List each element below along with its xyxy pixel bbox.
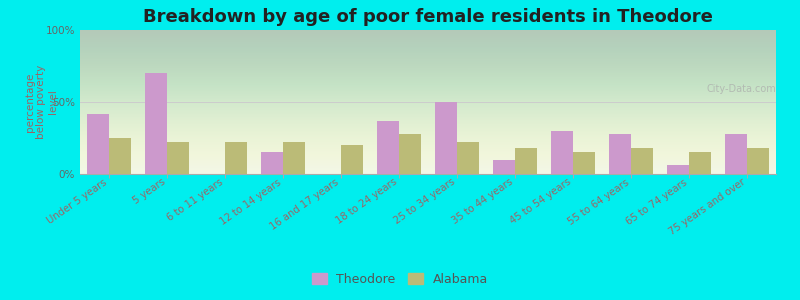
Bar: [457, 142, 479, 174]
Text: 65 to 74 years: 65 to 74 years: [624, 177, 689, 226]
Bar: [145, 73, 167, 174]
Legend: Theodore, Alabama: Theodore, Alabama: [306, 268, 494, 291]
Text: 18 to 24 years: 18 to 24 years: [334, 177, 399, 226]
Bar: [725, 134, 747, 174]
Y-axis label: percentage
below poverty
level: percentage below poverty level: [25, 65, 58, 139]
Text: 12 to 14 years: 12 to 14 years: [218, 177, 283, 226]
Bar: [747, 148, 769, 174]
Bar: [109, 138, 131, 174]
Bar: [341, 145, 363, 174]
Text: 55 to 64 years: 55 to 64 years: [566, 177, 631, 226]
Bar: [167, 142, 189, 174]
Bar: [631, 148, 653, 174]
Text: City-Data.com: City-Data.com: [706, 84, 776, 94]
Bar: [399, 134, 421, 174]
Title: Breakdown by age of poor female residents in Theodore: Breakdown by age of poor female resident…: [143, 8, 713, 26]
Text: 45 to 54 years: 45 to 54 years: [508, 177, 573, 226]
Bar: [225, 142, 247, 174]
Bar: [435, 102, 457, 174]
Bar: [493, 160, 515, 174]
Text: 25 to 34 years: 25 to 34 years: [392, 177, 457, 226]
Bar: [551, 131, 573, 174]
Bar: [283, 142, 305, 174]
Bar: [667, 165, 689, 174]
Text: 5 years: 5 years: [131, 177, 167, 206]
Bar: [515, 148, 537, 174]
Text: 75 years and over: 75 years and over: [667, 177, 747, 237]
Bar: [689, 152, 711, 174]
Bar: [87, 113, 109, 174]
Bar: [609, 134, 631, 174]
Text: Under 5 years: Under 5 years: [46, 177, 109, 226]
Bar: [377, 121, 399, 174]
Text: 16 and 17 years: 16 and 17 years: [269, 177, 341, 232]
Text: 6 to 11 years: 6 to 11 years: [166, 177, 225, 223]
Bar: [261, 152, 283, 174]
Text: 35 to 44 years: 35 to 44 years: [450, 177, 515, 226]
Bar: [573, 152, 595, 174]
